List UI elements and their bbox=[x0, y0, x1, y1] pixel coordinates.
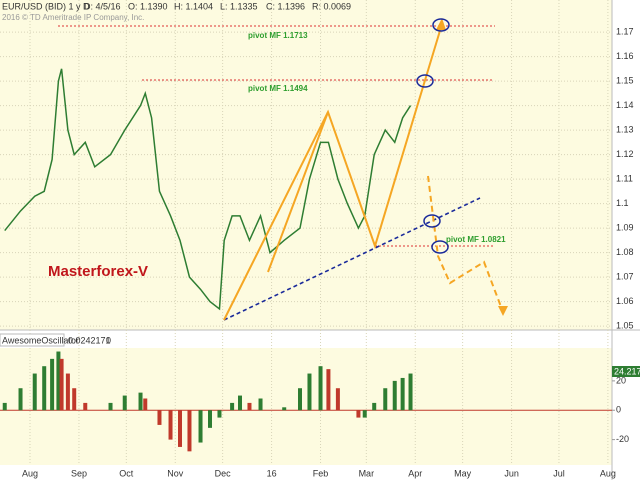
marker bbox=[431, 240, 449, 254]
oscillator-bar bbox=[335, 388, 340, 411]
x-tick-label: Oct bbox=[119, 468, 134, 478]
oscillator-bar bbox=[326, 369, 331, 411]
y-tick-label: 1.09 bbox=[616, 222, 634, 232]
oscillator-bar bbox=[143, 398, 148, 411]
y-tick-label: 1.1 bbox=[616, 198, 629, 208]
oscillator-bar bbox=[400, 377, 405, 411]
y-tick-label: 1.13 bbox=[616, 124, 634, 134]
date: D: 4/5/16 bbox=[84, 1, 121, 11]
x-tick-label: Jul bbox=[553, 468, 565, 478]
x-tick-label: Apr bbox=[408, 468, 422, 478]
y-tick-label: 1.05 bbox=[616, 320, 634, 330]
y-tick-label: 1.14 bbox=[616, 100, 634, 110]
x-tick-label: Dec bbox=[215, 468, 232, 478]
oscillator-bar bbox=[298, 388, 302, 411]
x-tick-label: Aug bbox=[600, 468, 616, 478]
oscillator-bar bbox=[307, 373, 312, 411]
oscillator-bar bbox=[217, 410, 222, 418]
x-tick-label: 16 bbox=[267, 468, 277, 478]
label-box bbox=[0, 333, 65, 347]
price-line bbox=[4, 68, 412, 311]
oscillator-bar bbox=[72, 388, 77, 411]
marker bbox=[423, 214, 441, 228]
y-tick-label: 1.07 bbox=[616, 271, 634, 281]
x-tick-label: Aug bbox=[22, 468, 38, 478]
oscillator-bar bbox=[122, 395, 127, 411]
y-tick-label: 20 bbox=[616, 375, 626, 385]
oscillator-bar bbox=[18, 388, 23, 411]
copyright: 2016 © TD Ameritrade IP Company, Inc. bbox=[2, 13, 144, 22]
y-tick-label: 1.12 bbox=[616, 149, 634, 159]
high: H: 1.1404 bbox=[174, 1, 213, 11]
x-tick-label: Nov bbox=[167, 468, 184, 478]
x-tick-label: May bbox=[454, 468, 472, 478]
x-tick-label: Feb bbox=[313, 468, 329, 478]
marker bbox=[416, 74, 434, 88]
y-tick-label: 1.06 bbox=[616, 296, 634, 306]
oscillator-bar bbox=[362, 410, 367, 418]
forecast bbox=[427, 175, 504, 313]
oscillator-bar bbox=[198, 410, 203, 443]
marker bbox=[432, 18, 450, 32]
oscillator-bar bbox=[178, 410, 182, 447]
x-tick-label: Jun bbox=[504, 468, 519, 478]
y-tick-label: 1.15 bbox=[616, 75, 634, 85]
oscillator-bar bbox=[282, 407, 287, 411]
pivot-label: pivot MF 1.1494 bbox=[248, 84, 308, 93]
y-tick-label: 1.16 bbox=[616, 51, 634, 61]
oscillator-bar bbox=[356, 410, 361, 418]
oscillator-bar bbox=[83, 402, 88, 411]
oscillator-bar bbox=[247, 402, 252, 411]
oscillator-bar bbox=[372, 402, 377, 411]
y-tick-label: 1.11 bbox=[616, 173, 633, 183]
oscillator-zero: 0 bbox=[106, 335, 111, 345]
oscillator-bar bbox=[238, 395, 242, 411]
symbol: EUR/USD (BID) 1 y D bbox=[2, 1, 90, 11]
x-tick-label: Mar bbox=[359, 468, 375, 478]
oscillator-value: 0.0242171 bbox=[68, 335, 111, 345]
watermark: Masterforex-V bbox=[48, 263, 148, 280]
oscillator-bar bbox=[318, 366, 323, 411]
oscillator-bar bbox=[32, 373, 37, 411]
last-value-box bbox=[612, 366, 640, 377]
y-tick-label: 1.08 bbox=[616, 247, 634, 257]
oscillator-bar bbox=[108, 402, 113, 411]
pivot-label: pivot MF 1.0821 bbox=[446, 235, 506, 244]
oscillator-bar bbox=[65, 373, 70, 411]
open: O: 1.1390 bbox=[128, 1, 168, 11]
oscillator-bar bbox=[383, 388, 388, 411]
zigzag bbox=[267, 111, 329, 273]
oscillator-bar bbox=[208, 410, 212, 428]
y-tick-label: 0 bbox=[616, 405, 621, 415]
oscillator-bar bbox=[56, 351, 61, 411]
oscillator-bar bbox=[59, 358, 64, 411]
y-tick-label: -20 bbox=[616, 434, 629, 444]
low: L: 1.1335 bbox=[220, 1, 258, 11]
arrow-head bbox=[498, 306, 508, 316]
oscillator-bar bbox=[168, 410, 173, 440]
oscillator-bar bbox=[42, 366, 47, 411]
oscillator-bar bbox=[157, 410, 162, 425]
oscillator-bar bbox=[50, 358, 55, 411]
pivot-label: pivot MF 1.1713 bbox=[248, 31, 308, 40]
range: R: 0.0069 bbox=[312, 1, 351, 11]
price-panel bbox=[0, 0, 612, 330]
arrow-head bbox=[436, 18, 446, 30]
oscillator-title: AwesomeOscillator bbox=[2, 335, 79, 345]
zigzag bbox=[223, 23, 443, 321]
oscillator-bar bbox=[392, 380, 397, 411]
oscillator-bar bbox=[230, 402, 235, 411]
oscillator-bar bbox=[408, 373, 413, 411]
oscillator-bar bbox=[258, 398, 263, 411]
oscillator-bar bbox=[187, 410, 192, 452]
trend-line bbox=[223, 197, 481, 321]
oscillator-bar bbox=[2, 402, 7, 411]
y-tick-label: 1.17 bbox=[616, 26, 634, 36]
close: C: 1.1396 bbox=[266, 1, 305, 11]
oscillator-bar bbox=[138, 392, 143, 411]
last-value: 24.2171 bbox=[614, 366, 640, 376]
oscillator-panel bbox=[0, 348, 612, 465]
x-tick-label: Sep bbox=[71, 468, 87, 478]
